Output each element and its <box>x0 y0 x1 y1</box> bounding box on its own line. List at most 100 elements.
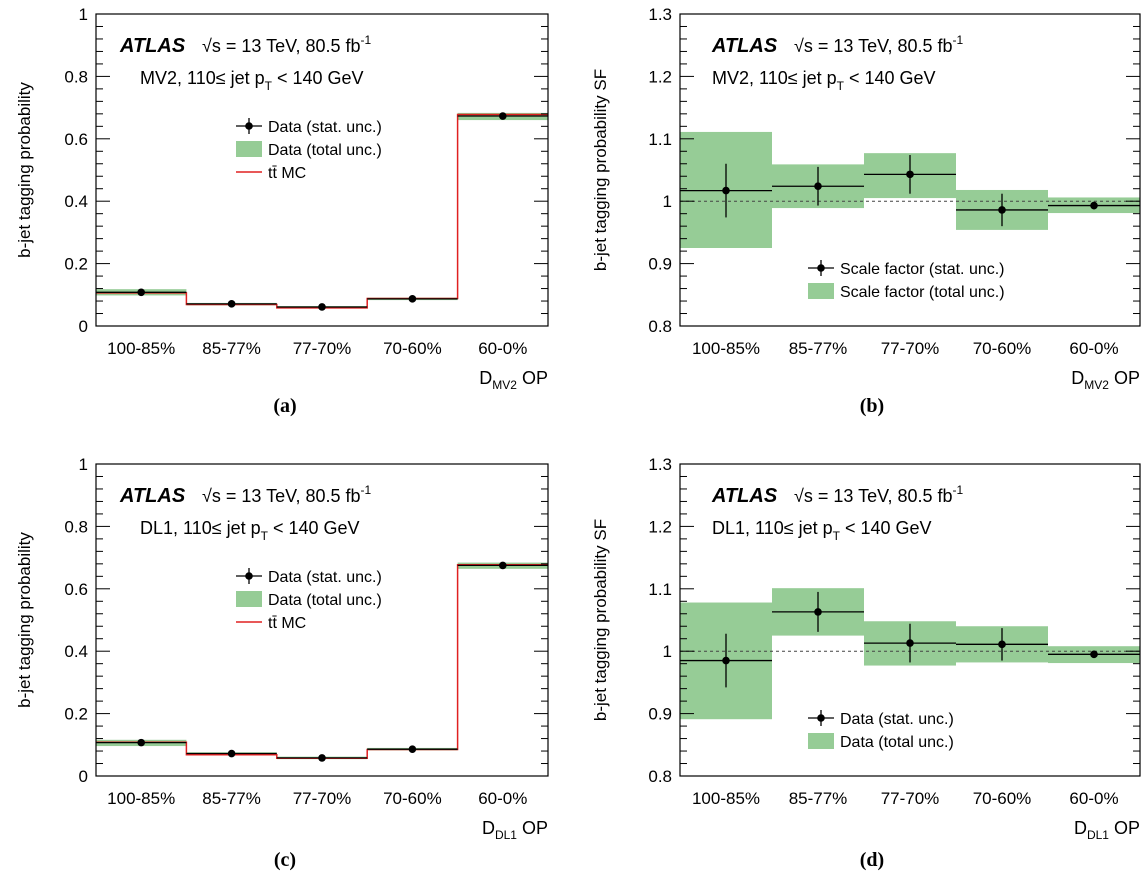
legend-entry: Data (total unc.) <box>268 142 382 159</box>
energy-label: √s = 13 TeV, 80.5 fb-1 <box>794 483 964 506</box>
legend-band-swatch <box>236 141 262 157</box>
legend-entry: Data (stat. unc.) <box>840 711 954 728</box>
data-point <box>906 639 914 647</box>
x-axis-label: DDL1 OP <box>1074 818 1140 842</box>
y-axis-label: b-jet tagging probability SF <box>591 519 610 721</box>
legend-entry: tt̄ MC <box>268 615 306 632</box>
legend-band-swatch <box>236 591 262 607</box>
y-tick-label: 0.4 <box>64 192 88 211</box>
y-tick-label: 0.2 <box>64 705 88 724</box>
x-category-label: 100-85% <box>692 789 760 808</box>
data-point <box>318 754 326 762</box>
data-point <box>998 206 1006 214</box>
y-tick-label: 1.2 <box>648 67 672 86</box>
energy-label: √s = 13 TeV, 80.5 fb-1 <box>202 33 372 56</box>
data-point <box>499 112 507 120</box>
plot-frame <box>679 463 1141 777</box>
chart-panel-2: 0 0.2 0.4 0.6 0.8 1 100-85% 85-77% 77-70% 70-60% 6… <box>15 455 549 871</box>
y-tick-label: 0.9 <box>648 255 672 274</box>
legend-entry: Scale factor (stat. unc.) <box>840 261 1005 278</box>
y-axis-label: b-jet tagging probability SF <box>591 69 610 271</box>
x-category-label: 100-85% <box>692 339 760 358</box>
legend-data-marker <box>817 714 825 722</box>
data-point <box>408 295 417 303</box>
y-tick-label: 1 <box>79 5 88 24</box>
atlas-label: ATLAS <box>119 35 186 57</box>
x-category-label: 60-0% <box>1069 789 1118 808</box>
x-category-label: 85-77% <box>789 339 848 358</box>
plot-frame <box>95 13 549 327</box>
x-category-label: 85-77% <box>789 789 848 808</box>
legend-band-swatch <box>808 283 834 299</box>
y-tick-label: 0.2 <box>64 255 88 274</box>
y-tick-label: 0.8 <box>648 767 672 786</box>
legend-entry: tt̄ MC <box>268 165 306 182</box>
data-point <box>408 745 417 753</box>
y-tick-label: 0 <box>79 317 88 336</box>
atlas-label: ATLAS <box>711 485 778 507</box>
y-tick-label: 1 <box>663 192 672 211</box>
data-point <box>722 656 730 665</box>
legend-entry: Data (total unc.) <box>268 592 382 609</box>
x-category-label: 77-70% <box>881 789 940 808</box>
x-category-label: 70-60% <box>383 789 442 808</box>
data-point <box>227 749 236 758</box>
energy-label: √s = 13 TeV, 80.5 fb-1 <box>202 483 372 506</box>
x-axis-label: DMV2 OP <box>479 368 548 392</box>
x-axis-label: DMV2 OP <box>1071 368 1140 392</box>
data-point <box>137 738 145 747</box>
x-category-label: 70-60% <box>973 789 1032 808</box>
y-tick-label: 1.3 <box>648 5 672 24</box>
panel-label: (a) <box>273 395 296 417</box>
panel-label: (c) <box>274 849 296 871</box>
y-tick-label: 1.1 <box>648 580 672 599</box>
y-tick-label: 0 <box>79 767 88 786</box>
atlas-label: ATLAS <box>711 35 778 57</box>
x-category-label: 100-85% <box>107 339 175 358</box>
data-point <box>998 640 1006 649</box>
chart-panel-1: 0.8 0.9 1 1.1 1.2 1.3 100-85% 85-77% 77-70% 70-60… <box>591 5 1141 417</box>
x-category-label: 60-0% <box>478 789 527 808</box>
y-axis-label: b-jet tagging probability <box>15 532 34 708</box>
y-tick-label: 1.1 <box>648 130 672 149</box>
plot-frame <box>95 463 549 777</box>
data-point <box>1090 650 1098 659</box>
y-tick-label: 1.3 <box>648 455 672 474</box>
data-point <box>722 186 730 195</box>
atlas-label: ATLAS <box>119 485 186 507</box>
x-axis-label: DDL1 OP <box>482 818 548 842</box>
y-tick-label: 1 <box>79 455 88 474</box>
data-point <box>906 170 914 179</box>
legend-entry: Data (stat. unc.) <box>268 569 382 586</box>
legend-data-marker <box>245 122 253 130</box>
y-tick-label: 0.8 <box>64 67 88 86</box>
energy-label: √s = 13 TeV, 80.5 fb-1 <box>794 33 964 56</box>
selection-label: DL1, 110≤ jet pT < 140 GeV <box>712 518 932 543</box>
y-tick-label: 0.6 <box>64 130 88 149</box>
y-tick-label: 1 <box>663 642 672 661</box>
legend-band-swatch <box>808 733 834 749</box>
selection-label: MV2, 110≤ jet pT < 140 GeV <box>712 68 936 93</box>
y-tick-label: 0.8 <box>64 517 88 536</box>
y-tick-label: 0.9 <box>648 705 672 724</box>
selection-label: DL1, 110≤ jet pT < 140 GeV <box>140 518 360 543</box>
legend-entry: Data (total unc.) <box>840 734 954 751</box>
data-point <box>137 288 145 297</box>
x-category-label: 60-0% <box>1069 339 1118 358</box>
x-category-label: 100-85% <box>107 789 175 808</box>
x-category-label: 85-77% <box>202 339 261 358</box>
y-tick-label: 0.6 <box>64 580 88 599</box>
x-category-label: 70-60% <box>383 339 442 358</box>
chart-panel-3: 0.8 0.9 1 1.1 1.2 1.3 100-85% 85-77% 77-70% 70-60… <box>591 455 1141 871</box>
panel-label: (b) <box>860 395 884 417</box>
x-category-label: 70-60% <box>973 339 1032 358</box>
data-point <box>318 303 326 311</box>
y-tick-label: 0.4 <box>64 642 88 661</box>
y-axis-label: b-jet tagging probability <box>15 82 34 258</box>
data-point <box>227 300 236 308</box>
legend-entry: Scale factor (total unc.) <box>840 284 1005 301</box>
panel-label: (d) <box>860 849 884 871</box>
legend-data-marker <box>817 264 825 272</box>
data-point <box>814 182 822 191</box>
